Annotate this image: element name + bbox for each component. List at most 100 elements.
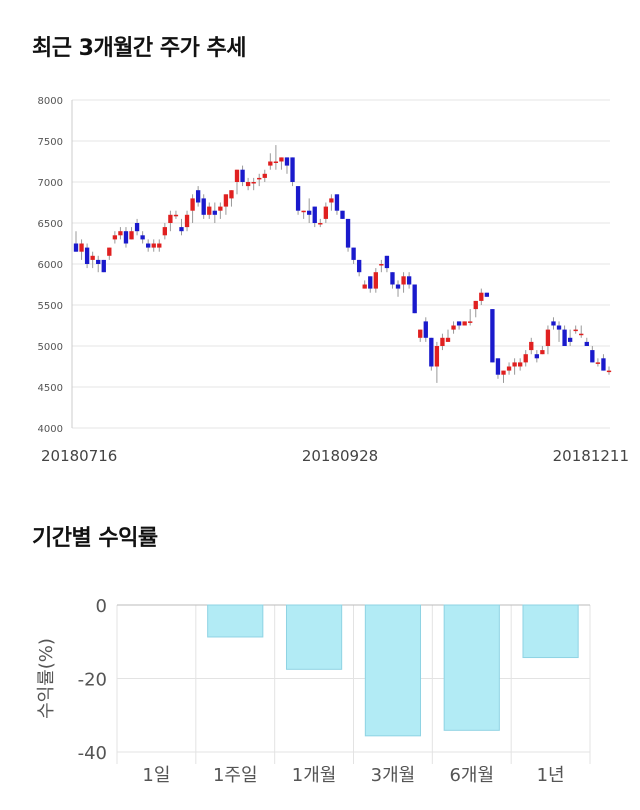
candle-down <box>456 321 462 326</box>
candle-up <box>379 264 384 266</box>
candle-up <box>251 182 256 184</box>
candle-up <box>362 284 367 289</box>
candle-up <box>579 333 584 336</box>
candle-up <box>523 354 528 363</box>
candle-down <box>345 218 351 248</box>
candle-up <box>262 173 267 178</box>
candle-down <box>290 157 295 182</box>
candle-down <box>384 255 390 269</box>
candle-down <box>284 157 290 166</box>
candle-up <box>373 272 378 289</box>
x-category-label: 1일 <box>142 765 170 786</box>
candle-down <box>495 358 501 375</box>
candle-down <box>123 231 129 244</box>
x-category-label: 1개월 <box>292 765 337 786</box>
x-date-label: 20180928 <box>302 447 378 465</box>
candle-down <box>84 247 90 264</box>
candle-down <box>140 235 145 240</box>
candle-up <box>90 255 95 260</box>
candle-up <box>445 337 451 342</box>
candle-down <box>395 284 401 289</box>
candle-down <box>567 337 573 342</box>
y-tick-label: 7000 <box>38 178 63 189</box>
y-tick-label: 5000 <box>38 342 63 353</box>
candle-up <box>279 157 284 162</box>
y-tick-label: 0 <box>96 596 107 617</box>
candle-down <box>490 309 495 363</box>
candle-up <box>462 321 467 326</box>
y-axis-label: 수익률(%) <box>36 638 57 719</box>
candle-down <box>134 223 140 232</box>
candle-up <box>518 362 523 367</box>
candle-up <box>401 276 406 285</box>
candle-down <box>212 210 217 215</box>
candle-up <box>434 346 440 367</box>
candle-up <box>506 366 512 371</box>
candle-down <box>351 247 356 260</box>
x-category-label: 6개월 <box>449 765 494 786</box>
candle-up <box>451 325 456 330</box>
returns-title: 기간별 수익률 <box>32 526 158 551</box>
y-tick-label: -20 <box>78 670 107 691</box>
candle-down <box>406 276 412 285</box>
candle-up <box>318 223 323 225</box>
return-bar <box>285 604 343 670</box>
candle-up <box>268 161 273 166</box>
candle-up <box>501 370 506 375</box>
candle-down <box>340 210 345 219</box>
candle-up <box>479 292 484 301</box>
candle-up <box>168 214 173 223</box>
candle-down <box>73 243 79 252</box>
candle-down <box>484 292 490 297</box>
y-tick-label: 6000 <box>38 260 63 271</box>
candle-up <box>323 206 329 219</box>
candle-up <box>107 247 112 256</box>
candle-down <box>368 276 373 289</box>
candle-down <box>584 341 589 346</box>
candle-down <box>312 206 317 223</box>
candle-down <box>307 210 312 215</box>
candle-up <box>418 329 423 338</box>
candle-down <box>412 284 417 314</box>
return-bar <box>364 604 422 737</box>
candle-down <box>195 190 201 203</box>
candle-down <box>356 259 362 273</box>
candle-down <box>201 198 206 215</box>
candle-down <box>556 325 562 330</box>
x-date-label: 20181211 <box>553 447 629 465</box>
y-tick-label: -40 <box>78 743 107 764</box>
candle-down <box>295 186 301 211</box>
y-tick-label: 6500 <box>38 219 63 230</box>
candle-up <box>118 231 123 236</box>
candle-down <box>562 329 567 346</box>
candle-up <box>440 337 445 346</box>
candle-down <box>179 227 184 232</box>
candle-up <box>329 198 334 203</box>
candle-up <box>301 210 306 213</box>
candle-down <box>390 272 395 285</box>
candle-up <box>529 341 534 351</box>
candle-up <box>473 300 478 310</box>
candle-up <box>229 190 234 199</box>
candle-down <box>96 259 101 264</box>
candle-up <box>234 169 240 182</box>
candle-down <box>101 259 106 273</box>
return-bar <box>522 604 579 659</box>
candle-up <box>129 231 134 240</box>
x-date-label: 20180716 <box>41 447 117 465</box>
candle-up <box>79 243 84 252</box>
x-category-label: 1년 <box>537 765 565 786</box>
candle-up <box>218 206 223 211</box>
candle-up <box>151 243 156 248</box>
candle-up <box>468 321 473 323</box>
candle-down <box>429 337 434 367</box>
candle-down <box>240 169 245 182</box>
candle-down <box>601 358 606 371</box>
x-category-label: 1주일 <box>213 765 258 786</box>
candle-up <box>606 370 612 373</box>
candle-down <box>590 350 595 363</box>
candle-down <box>551 321 556 326</box>
candle-up <box>190 198 195 211</box>
y-tick-label: 8000 <box>38 96 63 107</box>
y-tick-label: 7500 <box>38 137 63 148</box>
